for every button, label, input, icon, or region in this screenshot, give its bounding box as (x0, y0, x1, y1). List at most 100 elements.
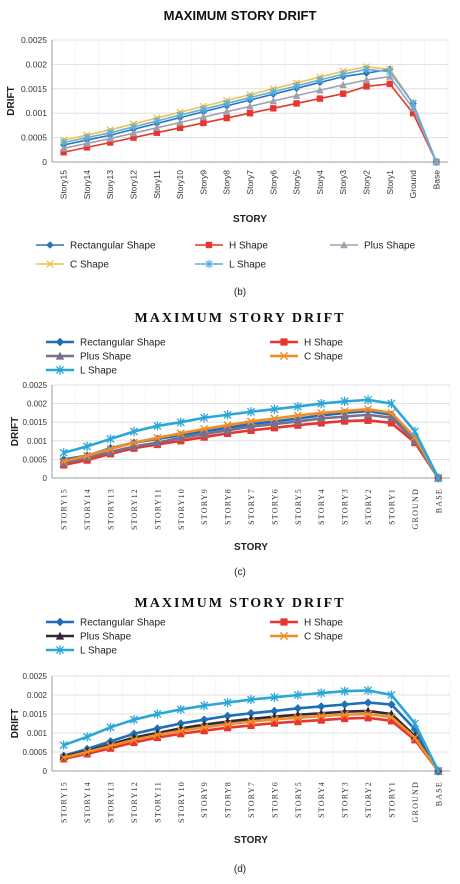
legend-item: H Shape (195, 241, 268, 252)
legend-label: L Shape (229, 260, 266, 271)
data-point (200, 413, 209, 423)
series-line (63, 407, 440, 479)
data-point (153, 438, 162, 447)
data-point (153, 733, 161, 742)
legend-item: Rectangular Shape (46, 618, 166, 629)
data-point (153, 129, 161, 136)
x-tick-label: Story4 (315, 170, 325, 195)
data-point (83, 732, 92, 742)
legend: Rectangular Shape H Shape Plus Shape C Shap… (46, 338, 343, 377)
y-tick-label: 0.0025 (23, 381, 48, 390)
data-point (177, 730, 185, 738)
data-point (83, 451, 92, 460)
legend-label: L Shape (80, 646, 117, 657)
data-point (106, 741, 115, 751)
chart-title: MAXIMUM STORY DRIFT (135, 596, 346, 611)
data-point (246, 422, 256, 431)
data-point (246, 694, 256, 705)
x-tick-label: Ground (408, 170, 418, 199)
data-point (364, 416, 372, 424)
data-point (129, 441, 139, 450)
data-point (199, 429, 209, 438)
data-point (246, 417, 256, 426)
data-point (317, 702, 326, 711)
data-point (410, 426, 419, 437)
legend-item: Rectangular Shape (36, 241, 156, 252)
x-tick-label: STORY14 (83, 488, 92, 530)
data-point (270, 719, 279, 727)
x-tick-label: Story15 (59, 170, 69, 200)
legend-label: Plus Shape (80, 352, 132, 363)
legend-label: Rectangular Shape (80, 338, 166, 349)
data-point (59, 144, 68, 152)
data-point (340, 412, 349, 421)
data-point (294, 718, 302, 726)
legend-marker (55, 645, 65, 655)
data-point (387, 700, 396, 709)
x-tick-label: STORY11 (153, 781, 162, 823)
data-point (270, 706, 279, 716)
x-tick-label: STORY5 (294, 781, 303, 818)
data-point (363, 83, 370, 90)
data-point (176, 433, 185, 442)
data-point (83, 139, 91, 147)
x-tick-label: Story12 (129, 170, 139, 200)
legend-marker (46, 260, 54, 268)
x-tick-label: Story7 (245, 170, 255, 195)
legend-marker (46, 241, 54, 249)
x-tick-label: STORY14 (83, 781, 92, 823)
x-tick-label: BASE (434, 781, 443, 806)
panel-label: (d) (234, 864, 246, 875)
data-point (363, 395, 373, 405)
data-point (317, 408, 326, 417)
y-tick-label: 0.001 (26, 108, 48, 118)
x-tick-label: STORY8 (224, 781, 233, 818)
data-point (362, 65, 371, 74)
data-point (340, 686, 349, 696)
chart-panel-b: MAXIMUM STORY DRIFT 0 0.0005 0.001 0.0015 0.0… (6, 8, 449, 298)
data-point (387, 690, 396, 700)
legend-item: C Shape (270, 632, 343, 643)
data-point (59, 740, 68, 750)
data-point (223, 421, 232, 430)
y-tick-label: 0 (42, 157, 47, 167)
legend-label: C Shape (304, 632, 343, 643)
x-tick-label: STORY7 (247, 488, 256, 525)
legend-label: H Shape (304, 338, 343, 349)
x-axis-label: STORY (234, 542, 268, 553)
data-point (246, 102, 254, 110)
data-point (387, 399, 396, 409)
data-point (409, 99, 417, 108)
x-tick-label: STORY4 (317, 488, 326, 525)
x-tick-label: STORY15 (60, 781, 69, 823)
data-point (270, 692, 279, 702)
x-axis-label: STORY (234, 835, 268, 846)
data-point (270, 414, 279, 423)
data-point (223, 711, 232, 721)
legend-label: Rectangular Shape (70, 241, 156, 252)
x-tick-label: Story10 (175, 170, 185, 200)
data-point (223, 724, 232, 732)
legend-item: L Shape (46, 645, 117, 657)
x-tick-label: STORY12 (130, 488, 139, 530)
data-point (387, 712, 396, 722)
data-point (200, 119, 207, 127)
x-tick-label: STORY9 (200, 781, 209, 818)
data-point (129, 129, 138, 137)
data-point (363, 709, 373, 719)
data-point (246, 407, 256, 417)
legend-label: C Shape (304, 352, 343, 363)
data-point (106, 447, 115, 456)
data-point (246, 709, 256, 718)
x-tick-label: Story8 (222, 170, 232, 195)
data-point (223, 99, 231, 108)
x-tick-label: STORY15 (60, 488, 69, 530)
data-point (106, 128, 114, 137)
x-tick-label: Base (431, 170, 441, 190)
data-point (176, 118, 184, 126)
data-point (270, 105, 277, 112)
legend-marker (55, 351, 65, 360)
data-point (341, 714, 349, 723)
chart-panel-d: MAXIMUM STORY DRIFT 0 0.0005 0.001 0.0015 0.0… (10, 596, 451, 875)
data-point (176, 110, 184, 120)
